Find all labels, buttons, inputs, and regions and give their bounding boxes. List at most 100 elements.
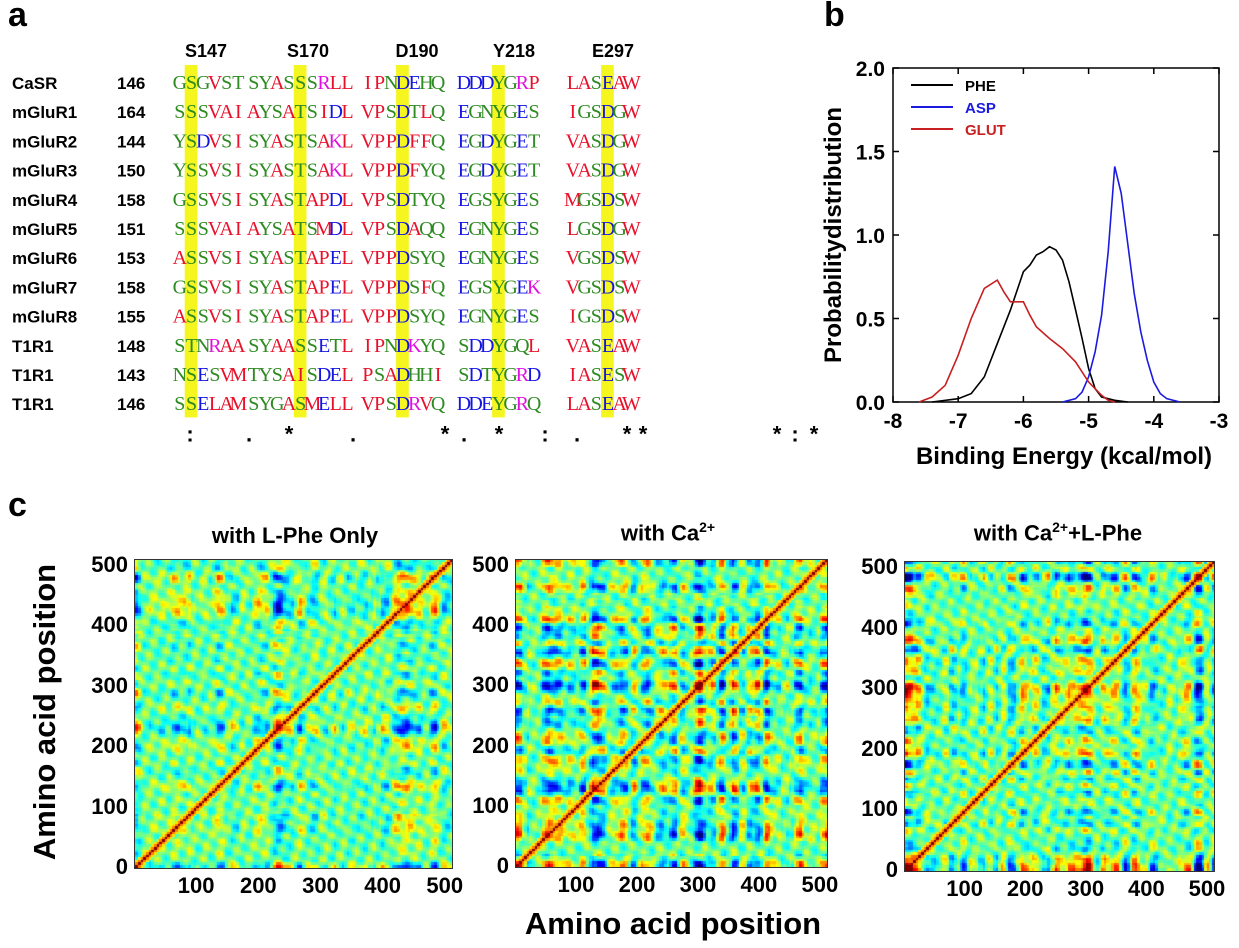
residue: L (341, 130, 353, 152)
conserved-column-highlight (396, 65, 409, 418)
residue: G (577, 247, 591, 269)
residue: D (396, 218, 410, 240)
residue: D (457, 72, 471, 94)
heatmap-y-tick-label: 100 (91, 793, 128, 819)
heatmap-y-tick-label: 500 (861, 554, 898, 580)
residue: A (577, 393, 592, 415)
residue: D (396, 72, 410, 94)
residue: F (421, 276, 432, 298)
residue: I (570, 364, 577, 386)
heatmap-y-axis-label: Amino acid position (27, 563, 62, 861)
residue: N (196, 335, 210, 357)
residue: P (374, 393, 385, 415)
heatmap-3-title-text: with Ca (973, 520, 1053, 546)
residue: L (341, 335, 353, 357)
conservation-mark: * (441, 421, 450, 446)
residue: S (272, 101, 283, 123)
residue: G (612, 130, 626, 152)
heatmap-y-tick-label: 0 (496, 853, 509, 878)
residue: E (602, 364, 614, 386)
residue: M (315, 218, 333, 240)
residue: A (173, 306, 188, 328)
residue: W (622, 218, 641, 240)
residue: L (341, 364, 353, 386)
residue: D (480, 130, 494, 152)
residue: S (272, 218, 283, 240)
sequence-name: mGluR3 (12, 162, 77, 181)
heatmap-x-tick-label: 100 (557, 872, 595, 897)
residue: G (612, 101, 626, 123)
residue: V (208, 247, 223, 269)
legend-label: ASP (965, 100, 996, 117)
residue: A (577, 130, 592, 152)
residue: E (330, 247, 342, 269)
residue: V (361, 276, 376, 298)
residue: V (361, 160, 376, 182)
residue: Q (431, 72, 446, 94)
residue: I (235, 160, 242, 182)
residue: L (420, 101, 432, 123)
sequence-start: 148 (117, 337, 145, 356)
residue: N (173, 364, 187, 386)
residue: S (614, 189, 625, 211)
residue: S (248, 276, 259, 298)
residue: A (612, 72, 627, 94)
residue: A (305, 276, 320, 298)
residue: E (458, 160, 470, 182)
residue: A (407, 218, 422, 240)
residue: M (229, 364, 247, 386)
residue: S (198, 276, 209, 298)
heatmap-1 (134, 559, 453, 869)
residue: W (622, 72, 641, 94)
residue: S (174, 335, 185, 357)
residue: Y (492, 72, 506, 94)
residue: R (516, 364, 530, 386)
residue: S (528, 189, 539, 211)
residue: Y (419, 247, 433, 269)
residue: L (209, 393, 221, 415)
residue: G (503, 335, 517, 357)
residue: S (174, 101, 185, 123)
residue: K (407, 335, 422, 357)
residue: G (196, 72, 210, 94)
residue: L (341, 306, 353, 328)
residue: I (321, 101, 328, 123)
sequence-start: 143 (117, 366, 145, 385)
residue: L (330, 72, 342, 94)
residue: V (208, 101, 223, 123)
conservation-mark: * (495, 421, 504, 446)
heatmap-y-tick-label: 0 (115, 854, 128, 879)
residue: Y (419, 189, 433, 211)
heatmap-y-tick-label: 200 (91, 733, 128, 759)
residue: G (503, 101, 517, 123)
residue: E (458, 218, 470, 240)
residue: V (419, 393, 434, 415)
residue-header: S170 (287, 41, 329, 61)
conservation-mark: * (810, 421, 819, 446)
residue: S (591, 72, 602, 94)
residue: A (231, 335, 246, 357)
residue: T (232, 72, 244, 94)
residue: I (435, 364, 442, 386)
residue: D (468, 335, 482, 357)
residue: T (409, 101, 421, 123)
conserved-column-highlight (601, 65, 614, 418)
residue: N (480, 101, 494, 123)
sequence-name: mGluR5 (12, 220, 77, 239)
residue: D (396, 160, 410, 182)
residue: E (516, 247, 528, 269)
heatmap-y-tick-label: 500 (472, 552, 509, 578)
residue: E (516, 189, 528, 211)
heatmap-2-title-sup: 2+ (699, 519, 716, 535)
residue: D (601, 130, 615, 152)
residue: W (622, 335, 641, 357)
residue: A (219, 218, 234, 240)
residue: S (198, 218, 209, 240)
residue: S (374, 364, 385, 386)
sequence-name: mGluR4 (12, 191, 78, 210)
residue: Y (419, 160, 433, 182)
residue: A (247, 218, 262, 240)
residue: P (374, 72, 385, 94)
residue: A (305, 306, 320, 328)
